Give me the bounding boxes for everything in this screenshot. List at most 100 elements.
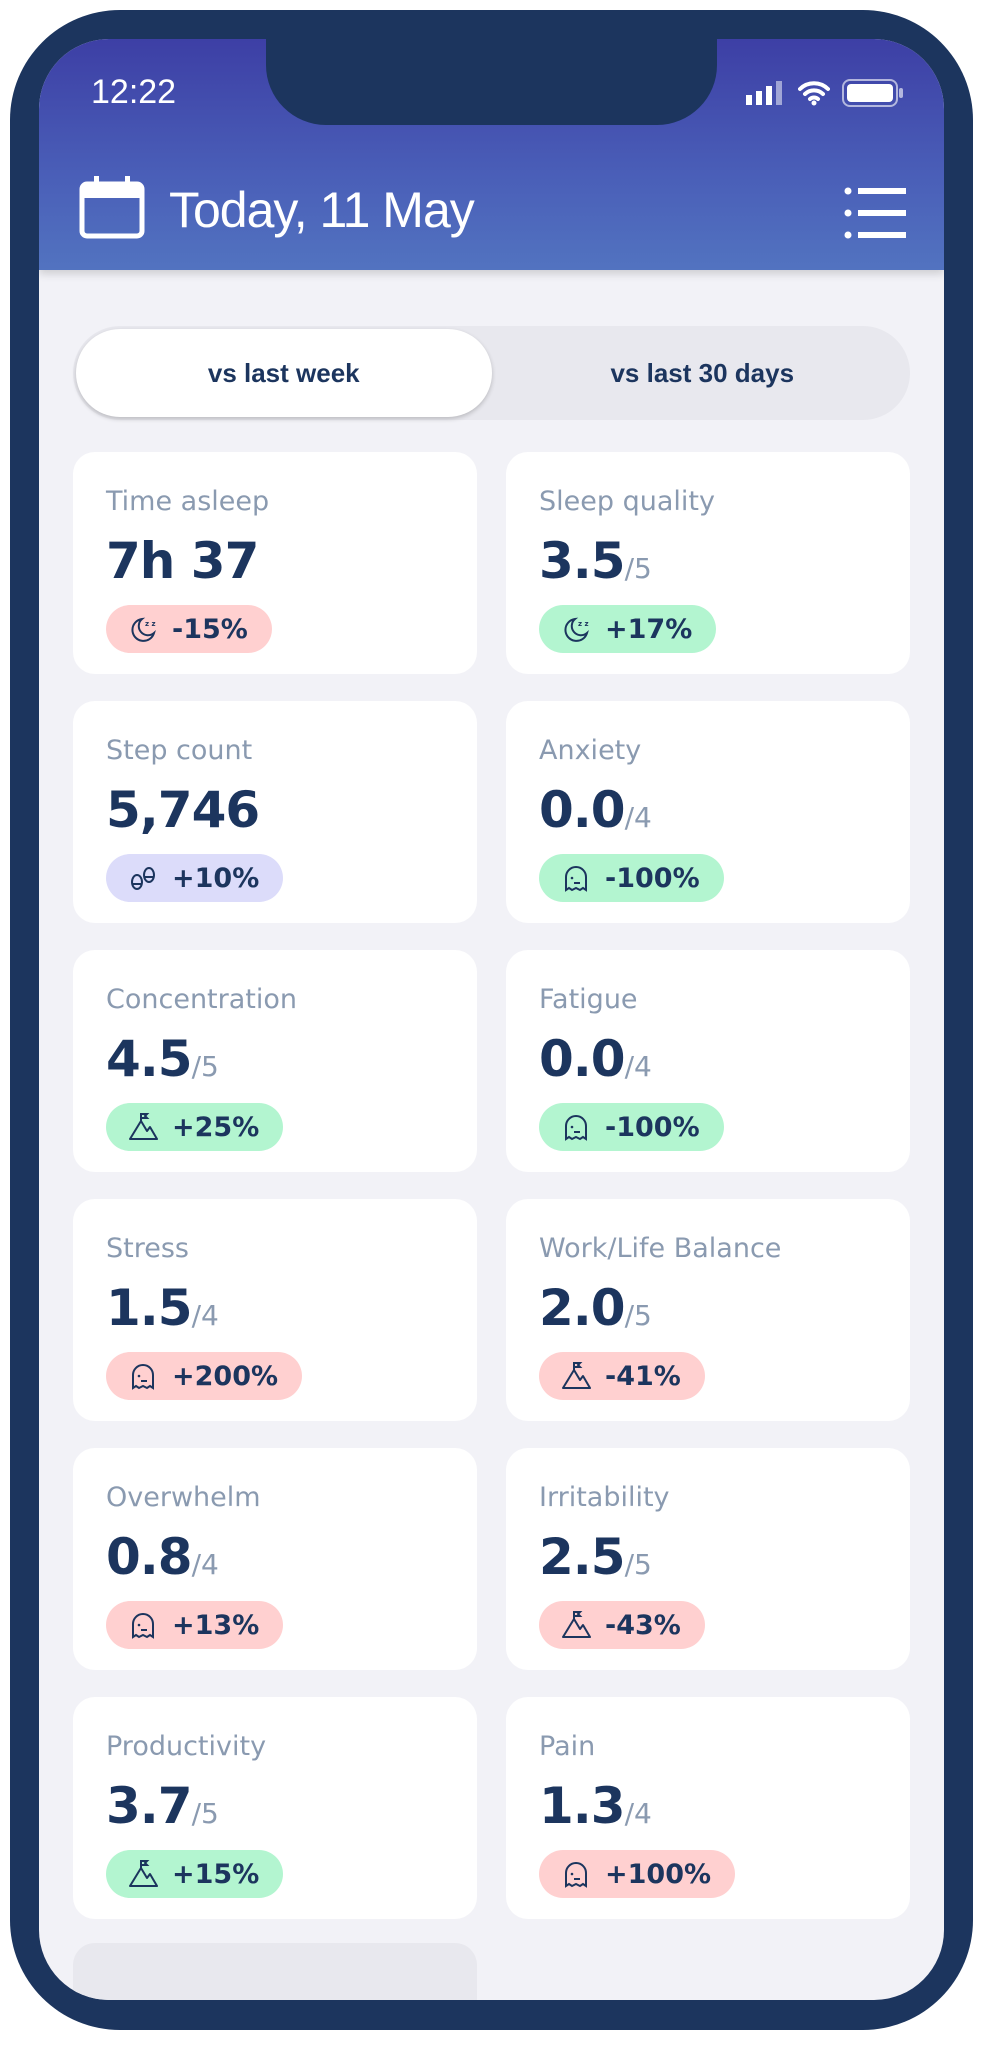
moon-icon: z z (131, 617, 156, 642)
ghost-icon (565, 1862, 587, 1888)
metric-scale: /5 (624, 1299, 652, 1332)
metric-value-number: 0.8 (106, 1528, 193, 1586)
metric-value-number: 3.7 (106, 1777, 193, 1835)
phone-frame: 12:22 Today, 11 May vs last week vs last… (10, 10, 973, 2030)
change-value: +200% (172, 1360, 279, 1392)
tab-vs-last-week[interactable]: vs last week (76, 329, 492, 417)
metric-value-number: 2.5 (539, 1528, 626, 1586)
metric-value: 0.8/4 (106, 1528, 219, 1586)
change-badge: -100% (539, 1103, 724, 1151)
comparison-toggle: vs last week vs last 30 days (73, 326, 910, 420)
mountain-flag-icon (129, 1860, 158, 1887)
metric-scale: /4 (191, 1548, 219, 1581)
change-badge: +25% (106, 1103, 284, 1151)
metric-value: 4.5/5 (106, 1030, 219, 1088)
moon-icon: z z (564, 617, 589, 642)
screen: 12:22 Today, 11 May vs last week vs last… (39, 39, 944, 2000)
battery-icon (842, 79, 903, 107)
change-value: +13% (172, 1609, 260, 1641)
change-badge: -100% (539, 854, 724, 902)
list-menu-icon[interactable] (844, 187, 906, 239)
metric-value: 1.5/4 (106, 1279, 219, 1337)
metric-scale: /5 (191, 1050, 219, 1083)
svg-text:z z: z z (578, 620, 589, 628)
metric-scale: /4 (624, 1050, 652, 1083)
metric-card[interactable]: Irritability 2.5/5 -43% (506, 1448, 910, 1670)
mountain-flag-icon (562, 1362, 591, 1389)
metric-card[interactable]: Anxiety 0.0/4 -100% (506, 701, 910, 923)
status-icons (746, 79, 904, 107)
page-title: Today, 11 May (169, 182, 475, 238)
metric-label: Step count (106, 735, 253, 766)
metric-value: 3.5/5 (539, 532, 652, 590)
metric-value: 0.0/4 (539, 781, 652, 839)
metric-label: Time asleep (106, 486, 270, 517)
metric-scale: /4 (191, 1299, 219, 1332)
metric-value: 2.0/5 (539, 1279, 652, 1337)
metric-scale: /5 (624, 552, 652, 585)
metric-card[interactable]: Time asleep 7h 37 z z -15% (73, 452, 477, 674)
metric-value-number: 5,746 (106, 781, 260, 839)
metric-value-number: 2.0 (539, 1279, 626, 1337)
change-badge: +15% (106, 1850, 284, 1898)
metric-value-number: 7h 37 (106, 532, 259, 590)
wifi-icon (798, 81, 830, 106)
metric-scale: /4 (624, 801, 652, 834)
metric-scale: /5 (624, 1548, 652, 1581)
mountain-flag-icon (562, 1611, 591, 1638)
change-value: +100% (605, 1858, 712, 1890)
metric-value-number: 1.5 (106, 1279, 193, 1337)
partial-card[interactable] (73, 1943, 477, 2000)
ghost-icon (132, 1364, 154, 1390)
metric-card[interactable]: Concentration 4.5/5 +25% (73, 950, 477, 1172)
tab-vs-last-30-days[interactable]: vs last 30 days (610, 357, 795, 388)
metric-card[interactable]: Work/Life Balance 2.0/5 -41% (506, 1199, 910, 1421)
metric-value: 1.3/4 (539, 1777, 652, 1835)
metric-card[interactable]: Step count 5,746 +10% (73, 701, 477, 923)
metric-card[interactable]: Productivity 3.7/5 +15% (73, 1697, 477, 1919)
metric-card[interactable]: Fatigue 0.0/4 -100% (506, 950, 910, 1172)
footprints-icon (131, 867, 155, 890)
metric-value-number: 3.5 (539, 532, 626, 590)
change-value: +17% (605, 613, 693, 645)
metric-card[interactable]: Sleep quality 3.5/5 z z +17% (506, 452, 910, 674)
metric-value-number: 0.0 (539, 781, 626, 839)
change-badge: z z +17% (539, 605, 717, 653)
metric-label: Concentration (106, 984, 298, 1015)
metric-label: Overwhelm (106, 1482, 261, 1513)
ghost-icon (565, 1115, 587, 1141)
change-value: +15% (172, 1858, 260, 1890)
metric-label: Anxiety (539, 735, 642, 766)
metric-value-number: 0.0 (539, 1030, 626, 1088)
ghost-icon (132, 1613, 154, 1639)
metric-label: Work/Life Balance (539, 1233, 782, 1264)
metrics-grid: Time asleep 7h 37 z z -15% Sleep quality 3… (73, 452, 910, 1919)
metric-value: 3.7/5 (106, 1777, 219, 1835)
metric-value: 7h 37 (106, 532, 259, 590)
change-badge: +10% (106, 854, 284, 902)
header: 12:22 Today, 11 May (39, 39, 944, 270)
change-value: -100% (605, 862, 700, 894)
metric-card[interactable]: Overwhelm 0.8/4 +13% (73, 1448, 477, 1670)
change-value: -100% (605, 1111, 700, 1143)
metric-label: Pain (539, 1731, 596, 1762)
change-value: -43% (605, 1609, 681, 1641)
metric-value: 0.0/4 (539, 1030, 652, 1088)
metric-label: Sleep quality (539, 486, 715, 517)
metric-label: Irritability (539, 1482, 670, 1513)
metric-value-number: 1.3 (539, 1777, 626, 1835)
change-value: +25% (172, 1111, 260, 1143)
metric-value: 2.5/5 (539, 1528, 652, 1586)
calendar-icon[interactable] (79, 174, 145, 240)
metric-card[interactable]: Stress 1.5/4 +200% (73, 1199, 477, 1421)
change-badge: +13% (106, 1601, 284, 1649)
metric-card[interactable]: Pain 1.3/4 +100% (506, 1697, 910, 1919)
metric-value: 5,746 (106, 781, 260, 839)
metric-scale: /4 (624, 1797, 652, 1830)
metric-label: Fatigue (539, 984, 638, 1015)
change-badge: +100% (539, 1850, 736, 1898)
signal-icon (746, 81, 782, 105)
change-value: -15% (172, 613, 248, 645)
change-badge: z z -15% (106, 605, 272, 653)
change-badge: +200% (106, 1352, 303, 1400)
